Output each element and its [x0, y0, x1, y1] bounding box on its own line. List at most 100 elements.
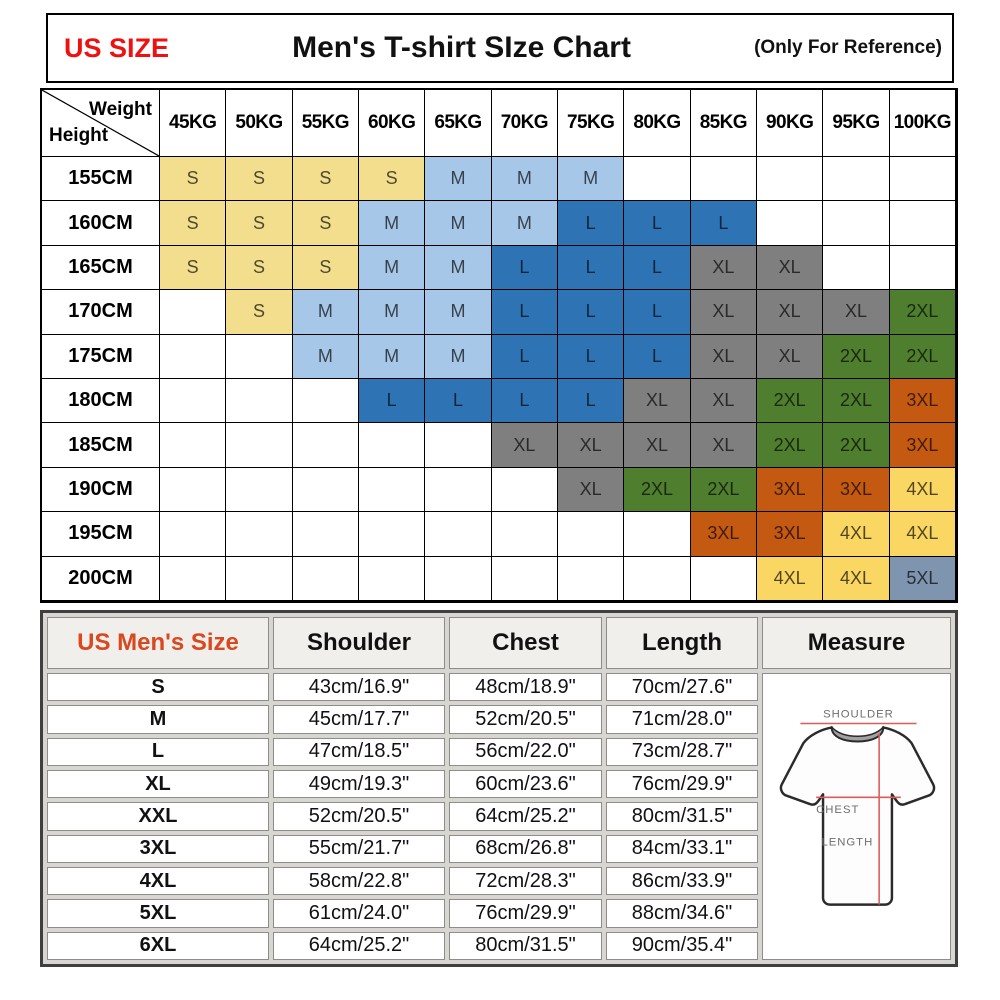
- size-cell: M: [491, 201, 558, 246]
- size-cell: XL: [823, 290, 890, 335]
- size-cell: L: [558, 245, 625, 291]
- measurement-value: 76cm/29.9": [606, 770, 758, 799]
- size-cell: L: [558, 201, 625, 246]
- empty-cell: [624, 512, 691, 557]
- empty-cell: [690, 157, 757, 202]
- title-bar: US SIZE Men's T-shirt SIze Chart (Only F…: [46, 13, 954, 83]
- size-label: L: [47, 737, 269, 766]
- size-cell: S: [226, 245, 293, 291]
- measurement-value: 70cm/27.6": [606, 673, 758, 702]
- size-cell: 2XL: [624, 467, 691, 513]
- measurement-value: 90cm/35.4": [606, 931, 758, 960]
- height-label: 180CM: [42, 379, 160, 424]
- measurement-value: 71cm/28.0": [606, 705, 758, 734]
- empty-cell: [292, 423, 359, 468]
- size-cell: 4XL: [823, 512, 890, 557]
- size-cell: L: [624, 290, 691, 335]
- measurement-value: 64cm/25.2": [273, 931, 445, 960]
- empty-cell: [425, 512, 492, 557]
- size-cell: L: [491, 245, 558, 291]
- column-header-shoulder: Shoulder: [273, 617, 445, 669]
- empty-cell: [226, 379, 293, 424]
- size-cell: S: [359, 157, 426, 202]
- size-cell: XL: [624, 379, 691, 424]
- empty-cell: [160, 379, 227, 424]
- measurement-value: 68cm/26.8": [449, 834, 602, 863]
- empty-cell: [889, 245, 956, 291]
- empty-cell: [624, 157, 691, 202]
- weight-header: 45KG: [160, 90, 227, 157]
- empty-cell: [160, 556, 227, 601]
- measurement-value: 47cm/18.5": [273, 737, 445, 766]
- empty-cell: [226, 512, 293, 557]
- size-cell: XL: [690, 423, 757, 468]
- measurement-value: 52cm/20.5": [449, 705, 602, 734]
- empty-cell: [226, 556, 293, 601]
- size-cell: M: [292, 334, 359, 379]
- size-cell: XL: [757, 334, 824, 379]
- empty-cell: [757, 201, 824, 246]
- size-chart-grid: Weight Height 45KG 50KG 55KG 60KG 65KG 70KG 75…: [40, 88, 958, 603]
- column-header-measure: Measure: [762, 617, 951, 669]
- size-cell: L: [558, 379, 625, 424]
- size-cell: L: [491, 379, 558, 424]
- height-label: 175CM: [42, 334, 160, 379]
- size-cell: 5XL: [889, 556, 956, 601]
- weight-header: 50KG: [226, 90, 293, 157]
- size-cell: 2XL: [889, 290, 956, 335]
- size-cell: 3XL: [889, 423, 956, 468]
- size-cell: S: [292, 201, 359, 246]
- empty-cell: [292, 556, 359, 601]
- height-label: 195CM: [42, 512, 160, 557]
- measurement-value: 43cm/16.9": [273, 673, 445, 702]
- empty-cell: [491, 556, 558, 601]
- size-cell: XL: [690, 379, 757, 424]
- empty-cell: [359, 556, 426, 601]
- weight-header: 55KG: [292, 90, 359, 157]
- measurement-value: 49cm/19.3": [273, 770, 445, 799]
- size-cell: XL: [558, 467, 625, 513]
- empty-cell: [160, 423, 227, 468]
- size-cell: S: [160, 157, 227, 202]
- size-cell: 2XL: [823, 423, 890, 468]
- size-cell: M: [425, 245, 492, 291]
- size-cell: 3XL: [757, 467, 824, 513]
- page-title: Men's T-shirt SIze Chart: [292, 31, 631, 64]
- weight-header: 70KG: [491, 90, 558, 157]
- size-cell: 4XL: [889, 512, 956, 557]
- size-cell: 4XL: [823, 556, 890, 601]
- tshirt-diagram: SHOULDER CHEST LENGTH: [779, 709, 936, 906]
- measurement-value: 84cm/33.1": [606, 834, 758, 863]
- measurement-value: 80cm/31.5": [606, 802, 758, 831]
- diagonal-divider: [42, 90, 159, 156]
- size-cell: 4XL: [889, 467, 956, 513]
- size-label: 3XL: [47, 834, 269, 863]
- empty-cell: [292, 512, 359, 557]
- weight-header: 95KG: [823, 90, 890, 157]
- size-cell: 3XL: [889, 379, 956, 424]
- size-cell: L: [491, 290, 558, 335]
- size-cell: L: [491, 334, 558, 379]
- measurement-value: 64cm/25.2": [449, 802, 602, 831]
- empty-cell: [160, 290, 227, 335]
- height-label: 165CM: [42, 245, 160, 291]
- empty-cell: [624, 556, 691, 601]
- empty-cell: [889, 157, 956, 202]
- weight-header: 65KG: [425, 90, 492, 157]
- empty-cell: [491, 467, 558, 513]
- empty-cell: [226, 467, 293, 513]
- size-label: 4XL: [47, 867, 269, 896]
- empty-cell: [292, 467, 359, 513]
- empty-cell: [425, 556, 492, 601]
- empty-cell: [226, 334, 293, 379]
- size-cell: 2XL: [823, 379, 890, 424]
- size-cell: M: [359, 334, 426, 379]
- size-cell: XL: [757, 245, 824, 291]
- height-label: 170CM: [42, 290, 160, 335]
- size-cell: M: [359, 245, 426, 291]
- measurement-value: 48cm/18.9": [449, 673, 602, 702]
- size-cell: XL: [690, 290, 757, 335]
- size-cell: 2XL: [757, 423, 824, 468]
- size-cell: 2XL: [823, 334, 890, 379]
- measurement-value: 55cm/21.7": [273, 834, 445, 863]
